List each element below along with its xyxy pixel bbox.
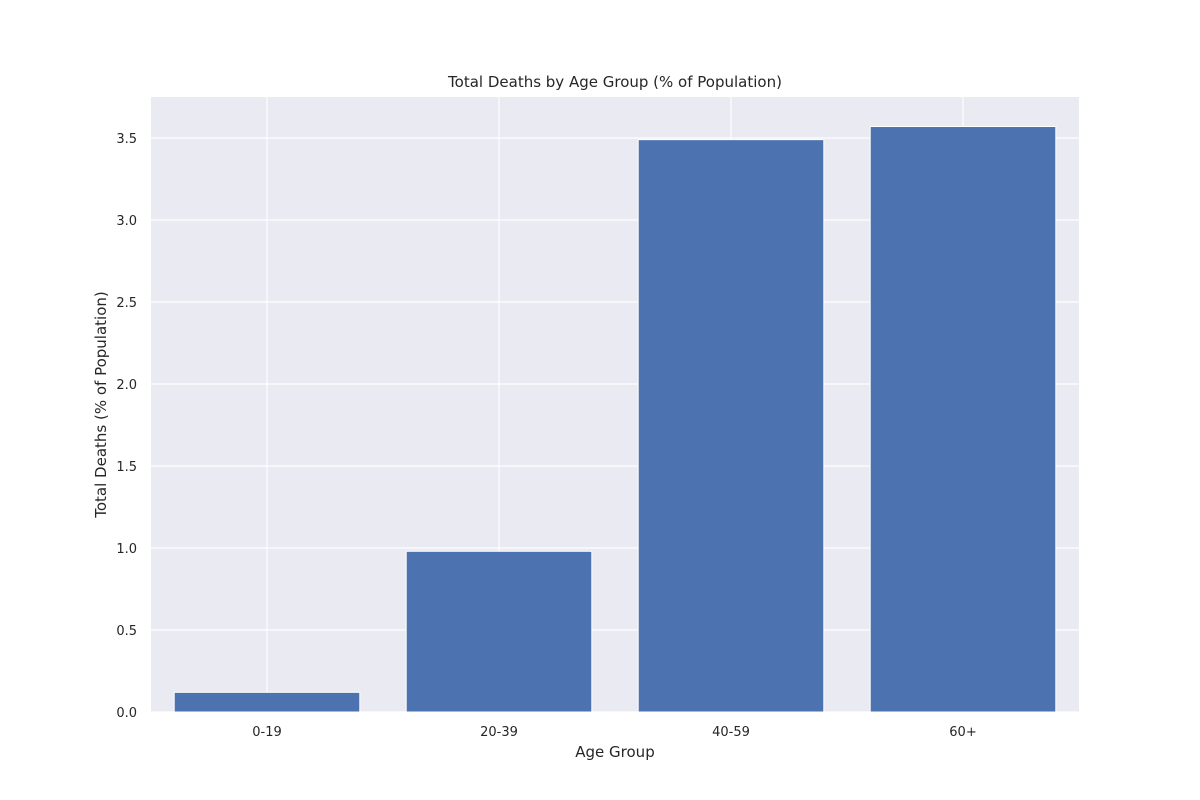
bar-40-59	[637, 139, 825, 713]
y-tick-label: 1.0	[116, 542, 137, 557]
bar-60+	[869, 126, 1057, 713]
bars	[173, 126, 1057, 713]
y-tick-label: 0.5	[116, 624, 137, 639]
y-axis-label: Total Deaths (% of Population)	[92, 291, 110, 519]
y-tick-label: 2.5	[116, 296, 137, 311]
chart-title: Total Deaths by Age Group (% of Populati…	[447, 73, 782, 91]
bar-0-19	[173, 691, 361, 713]
x-tick-label: 60+	[949, 725, 976, 740]
y-tick-label: 1.5	[116, 460, 137, 475]
x-tick-label: 40-59	[712, 725, 750, 740]
bar-20-39	[405, 550, 593, 713]
y-tick-label: 3.5	[116, 132, 137, 147]
x-tick-labels: 0-19 20-39 40-59 60+	[252, 725, 976, 740]
y-tick-label: 2.0	[116, 378, 137, 393]
x-tick-label: 0-19	[252, 725, 282, 740]
y-tick-label: 3.0	[116, 214, 137, 229]
y-tick-label: 0.0	[116, 706, 137, 721]
x-axis-label: Age Group	[575, 743, 654, 761]
y-tick-labels: 0.0 0.5 1.0 1.5 2.0 2.5 3.0 3.5	[116, 132, 137, 721]
x-tick-label: 20-39	[480, 725, 518, 740]
